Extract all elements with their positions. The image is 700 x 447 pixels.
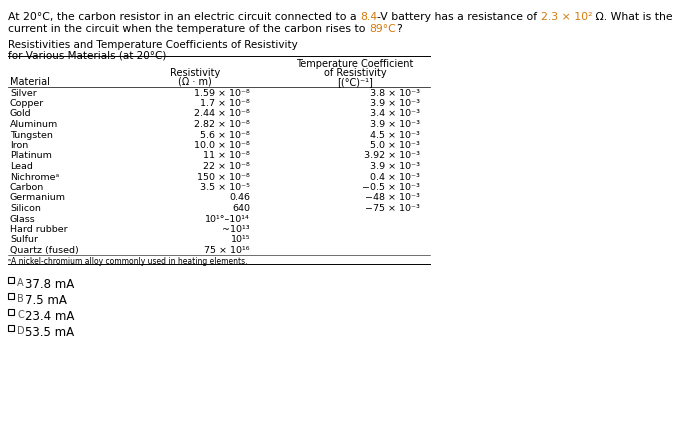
Text: Carbon: Carbon: [10, 183, 44, 192]
Text: 5.0 × 10⁻³: 5.0 × 10⁻³: [370, 141, 420, 150]
Text: 10¹°–10¹⁴: 10¹°–10¹⁴: [205, 215, 250, 224]
Text: −0.5 × 10⁻³: −0.5 × 10⁻³: [362, 183, 420, 192]
Text: 75 × 10¹⁶: 75 × 10¹⁶: [204, 246, 250, 255]
Text: Resistivities and Temperature Coefficients of Resistivity: Resistivities and Temperature Coefficien…: [8, 40, 298, 50]
Text: [(°C)⁻¹]: [(°C)⁻¹]: [337, 77, 373, 87]
Text: Iron: Iron: [10, 141, 28, 150]
Text: 2.3 × 10²: 2.3 × 10²: [541, 12, 592, 22]
Text: 2.44 × 10⁻⁸: 2.44 × 10⁻⁸: [195, 110, 250, 118]
Text: Quartz (fused): Quartz (fused): [10, 246, 78, 255]
Text: for Various Materials (at 20°C): for Various Materials (at 20°C): [8, 51, 167, 61]
Text: (Ω · m): (Ω · m): [178, 77, 212, 87]
Bar: [8, 308, 14, 315]
Text: 1.59 × 10⁻⁸: 1.59 × 10⁻⁸: [195, 89, 250, 97]
Text: 3.4 × 10⁻³: 3.4 × 10⁻³: [370, 110, 420, 118]
Text: 53.5 mA: 53.5 mA: [25, 325, 74, 338]
Text: ~10¹³: ~10¹³: [223, 225, 250, 234]
Text: D: D: [17, 325, 25, 336]
Text: Temperature Coefficient: Temperature Coefficient: [296, 59, 414, 69]
Text: Lead: Lead: [10, 162, 33, 171]
Text: Silicon: Silicon: [10, 204, 41, 213]
Text: 150 × 10⁻⁸: 150 × 10⁻⁸: [197, 173, 250, 181]
Text: 89°C: 89°C: [369, 24, 396, 34]
Text: Ω. What is the: Ω. What is the: [592, 12, 673, 22]
Text: 3.5 × 10⁻⁵: 3.5 × 10⁻⁵: [200, 183, 250, 192]
Text: 1.7 × 10⁻⁸: 1.7 × 10⁻⁸: [200, 99, 250, 108]
Text: Aluminum: Aluminum: [10, 120, 58, 129]
Text: −48 × 10⁻³: −48 × 10⁻³: [365, 194, 420, 202]
Text: ᵃA nickel-chromium alloy commonly used in heating elements.: ᵃA nickel-chromium alloy commonly used i…: [8, 257, 248, 266]
Text: 640: 640: [232, 204, 250, 213]
Text: A: A: [17, 278, 24, 287]
Text: 10¹⁵: 10¹⁵: [230, 236, 250, 245]
Text: 22 × 10⁻⁸: 22 × 10⁻⁸: [203, 162, 250, 171]
Text: 0.4 × 10⁻³: 0.4 × 10⁻³: [370, 173, 420, 181]
Text: Germanium: Germanium: [10, 194, 66, 202]
Text: 5.6 × 10⁻⁸: 5.6 × 10⁻⁸: [200, 131, 250, 139]
Text: 3.9 × 10⁻³: 3.9 × 10⁻³: [370, 162, 420, 171]
Text: 37.8 mA: 37.8 mA: [25, 278, 74, 291]
Text: 7.5 mA: 7.5 mA: [25, 294, 67, 307]
Text: Resistivity: Resistivity: [170, 68, 220, 78]
Text: 2.82 × 10⁻⁸: 2.82 × 10⁻⁸: [195, 120, 250, 129]
Text: 10.0 × 10⁻⁸: 10.0 × 10⁻⁸: [195, 141, 250, 150]
Bar: [8, 277, 14, 283]
Text: 3.9 × 10⁻³: 3.9 × 10⁻³: [370, 120, 420, 129]
Text: 11 × 10⁻⁸: 11 × 10⁻⁸: [203, 152, 250, 160]
Text: 8.4: 8.4: [360, 12, 377, 22]
Text: 4.5 × 10⁻³: 4.5 × 10⁻³: [370, 131, 420, 139]
Text: ?: ?: [395, 24, 402, 34]
Text: of Resistivity: of Resistivity: [323, 68, 386, 78]
Text: At 20°C, the carbon resistor in an electric circuit connected to a: At 20°C, the carbon resistor in an elect…: [8, 12, 360, 22]
Text: Glass: Glass: [10, 215, 36, 224]
Text: Material: Material: [10, 77, 50, 87]
Text: C: C: [17, 309, 24, 320]
Text: Tungsten: Tungsten: [10, 131, 53, 139]
Text: Hard rubber: Hard rubber: [10, 225, 68, 234]
Text: Gold: Gold: [10, 110, 32, 118]
Text: B: B: [17, 294, 24, 304]
Text: -V battery has a resistance of: -V battery has a resistance of: [377, 12, 541, 22]
Text: Copper: Copper: [10, 99, 44, 108]
Text: Nichromeᵃ: Nichromeᵃ: [10, 173, 60, 181]
Bar: [8, 325, 14, 330]
Text: 3.9 × 10⁻³: 3.9 × 10⁻³: [370, 99, 420, 108]
Text: current in the circuit when the temperature of the carbon rises to: current in the circuit when the temperat…: [8, 24, 369, 34]
Text: −75 × 10⁻³: −75 × 10⁻³: [365, 204, 420, 213]
Text: 3.8 × 10⁻³: 3.8 × 10⁻³: [370, 89, 420, 97]
Text: Silver: Silver: [10, 89, 36, 97]
Text: Platinum: Platinum: [10, 152, 52, 160]
Text: 0.46: 0.46: [229, 194, 250, 202]
Bar: [8, 292, 14, 299]
Text: Sulfur: Sulfur: [10, 236, 38, 245]
Text: 23.4 mA: 23.4 mA: [25, 309, 74, 322]
Text: 3.92 × 10⁻³: 3.92 × 10⁻³: [364, 152, 420, 160]
